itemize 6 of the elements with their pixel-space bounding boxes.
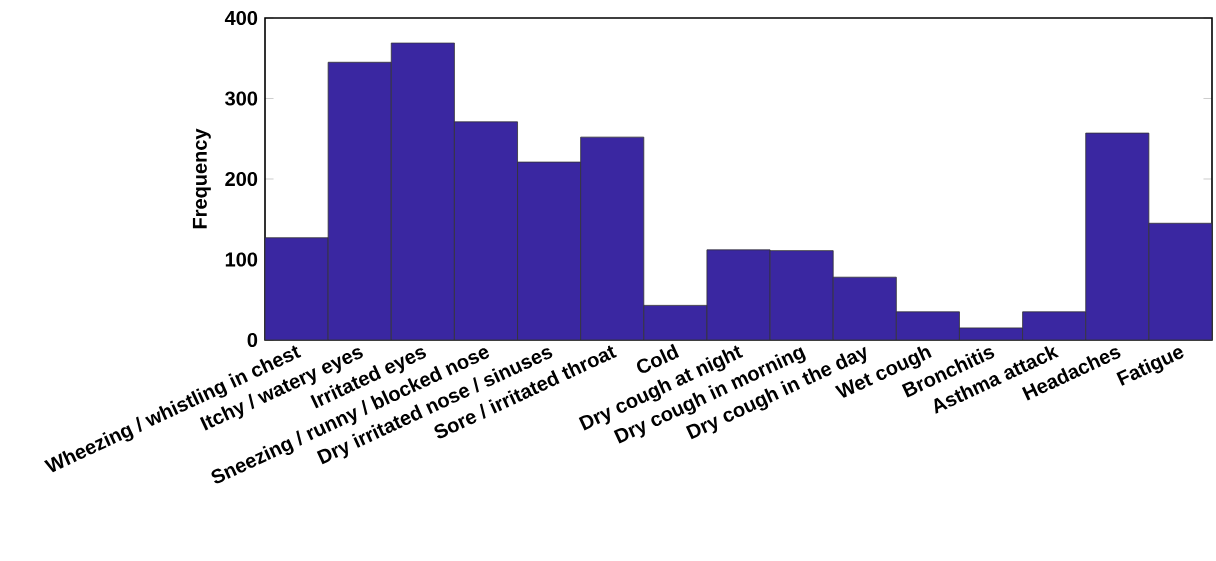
y-tick-label: 200 bbox=[225, 171, 258, 187]
y-tick-label: 300 bbox=[225, 91, 258, 106]
y-axis-title: Frequency bbox=[192, 128, 211, 229]
y-tick-label: 400 bbox=[224, 10, 258, 26]
y-tick-label: 100 bbox=[225, 252, 258, 267]
y-tick-label: 0 bbox=[247, 332, 258, 348]
